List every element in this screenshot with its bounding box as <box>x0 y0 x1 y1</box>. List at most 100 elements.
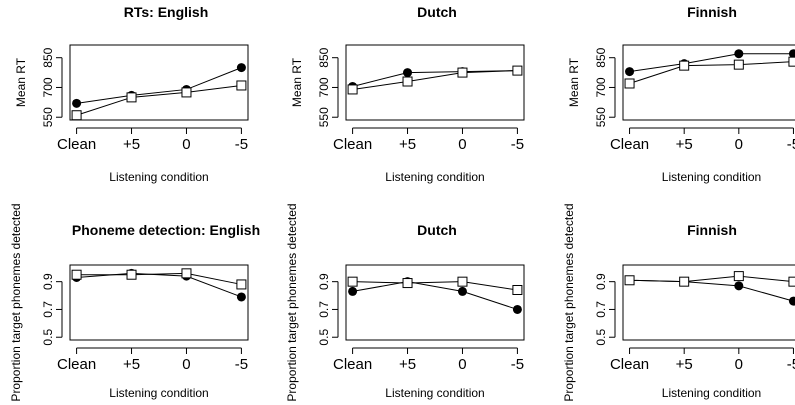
x-axis-label: Listening condition <box>662 170 761 184</box>
data-point-filled-circle <box>734 281 744 291</box>
data-point-open-square <box>788 56 795 67</box>
series-line-open-square <box>629 275 794 283</box>
data-point-open-square <box>347 84 358 95</box>
data-point-open-square <box>236 80 247 91</box>
x-tick-label: 0 <box>735 356 743 373</box>
data-point-open-square <box>181 87 192 98</box>
chart-title: RTs: English <box>124 4 209 20</box>
plot-frame <box>69 264 249 341</box>
y-axis-label: Proportion target phonemes detected <box>562 203 576 401</box>
data-point-filled-circle <box>236 292 246 302</box>
data-point-open-square <box>457 276 468 287</box>
data-point-open-square <box>733 59 744 70</box>
data-point-open-square <box>181 268 192 279</box>
x-tick-label: +5 <box>399 136 416 153</box>
x-tick-label: 0 <box>182 356 190 373</box>
y-tick-label: 0.7 <box>41 301 55 318</box>
series-line-filled-circle <box>629 279 794 302</box>
data-point-open-square <box>679 276 690 287</box>
y-tick-label: 0.7 <box>594 301 608 318</box>
data-point-open-square <box>679 60 690 71</box>
data-point-open-square <box>71 110 82 121</box>
chart-panel-3: Finnish 550 700 850 Clean +5 0 -5 Listening cond… <box>567 4 795 184</box>
x-tick-label: Clean <box>333 356 372 373</box>
data-point-open-square <box>126 269 137 280</box>
data-point-open-square <box>347 276 358 287</box>
data-point-filled-circle <box>788 296 795 306</box>
y-axis-label: Proportion target phonemes detected <box>9 203 23 401</box>
plot-frame <box>345 44 525 121</box>
chart-panel-4: Phoneme detection: English 0.5 0.7 0.9 Clean… <box>9 203 260 401</box>
series-line-open-square <box>76 272 242 285</box>
x-tick-label: Clean <box>333 136 372 153</box>
x-tick-label: Clean <box>57 136 96 153</box>
y-tick-label: 0.7 <box>317 301 331 318</box>
chart-title: Finnish <box>687 4 737 20</box>
data-point-open-square <box>126 92 137 103</box>
x-tick-label: -5 <box>235 136 248 153</box>
x-tick-label: +5 <box>676 136 693 153</box>
x-tick-label: Clean <box>610 356 649 373</box>
plot-frame <box>622 264 795 341</box>
y-tick-label: 0.9 <box>41 273 55 290</box>
plot-frame <box>622 44 795 121</box>
x-axis-label: Listening condition <box>109 170 208 184</box>
x-axis-label: Listening condition <box>109 386 208 400</box>
data-point-filled-circle <box>734 49 744 59</box>
x-tick-label: Clean <box>610 136 649 153</box>
x-tick-label: -5 <box>235 356 248 373</box>
chart-panel-1: RTs: English 550 700 850 Clean +5 0 -5 Listening… <box>14 4 249 184</box>
x-tick-label: +5 <box>123 356 140 373</box>
y-tick-label: 850 <box>317 47 331 67</box>
y-tick-label: 0.5 <box>317 329 331 346</box>
series-line-open-square <box>76 84 242 116</box>
y-tick-label: 850 <box>41 47 55 67</box>
x-axis-label: Listening condition <box>662 386 761 400</box>
data-point-open-square <box>512 65 523 76</box>
data-point-filled-circle <box>236 63 246 73</box>
series-line-filled-circle <box>352 281 518 310</box>
y-tick-label: 0.9 <box>317 273 331 290</box>
y-tick-label: 850 <box>594 47 608 67</box>
x-tick-label: 0 <box>458 356 466 373</box>
x-tick-label: +5 <box>123 136 140 153</box>
data-point-open-square <box>71 269 82 280</box>
data-point-open-square <box>457 67 468 78</box>
chart-title: Dutch <box>417 4 457 20</box>
x-tick-label: -5 <box>787 136 795 153</box>
data-point-filled-circle <box>348 286 358 296</box>
y-tick-label: 0.9 <box>594 273 608 290</box>
x-tick-label: +5 <box>399 356 416 373</box>
chart-title: Phoneme detection: English <box>72 222 260 238</box>
x-tick-label: 0 <box>182 136 190 153</box>
data-point-filled-circle <box>625 67 635 77</box>
x-tick-label: 0 <box>458 136 466 153</box>
series-line-filled-circle <box>76 272 242 298</box>
x-tick-label: Clean <box>57 356 96 373</box>
series-line-open-square <box>352 281 518 291</box>
x-tick-label: 0 <box>735 136 743 153</box>
data-point-filled-circle <box>403 68 413 78</box>
series-line-open-square <box>629 61 794 84</box>
data-point-open-square <box>402 76 413 87</box>
y-tick-label: 0.5 <box>594 329 608 346</box>
data-point-filled-circle <box>457 286 467 296</box>
data-point-open-square <box>512 285 523 295</box>
series-line-filled-circle <box>76 67 242 104</box>
series-line-open-square <box>352 70 518 90</box>
y-axis-label: Mean RT <box>567 57 581 107</box>
x-axis-label: Listening condition <box>385 170 484 184</box>
chart-panel-5: Dutch 0.5 0.7 0.9 Clean +5 0 -5 Listening condit… <box>285 203 525 402</box>
x-tick-label: -5 <box>787 356 795 373</box>
chart-title: Dutch <box>417 222 457 238</box>
x-tick-label: -5 <box>511 136 524 153</box>
data-point-filled-circle <box>512 304 522 314</box>
y-axis-label: Mean RT <box>14 57 28 107</box>
y-tick-label: 0.5 <box>41 329 55 346</box>
chart-panel-2: Dutch 550 700 850 Clean +5 0 -5 Listening condit… <box>290 4 525 184</box>
x-axis-label: Listening condition <box>385 386 484 400</box>
plot-frame <box>69 44 249 121</box>
data-point-open-square <box>733 271 744 282</box>
series-line-filled-circle <box>629 53 794 73</box>
